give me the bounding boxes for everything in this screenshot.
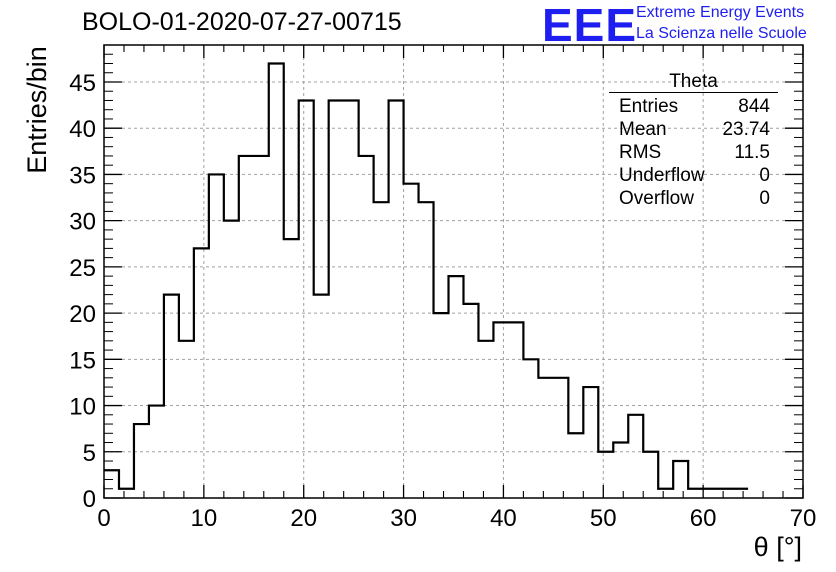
y-tick-label: 45 [69,70,96,97]
x-tick-label: 20 [290,505,317,532]
eee-logo-text: Extreme Energy Events La Scienza nelle S… [636,2,807,44]
tick-labels: 0 10 20 30 40 50 60 70 0 5 10 15 20 25 30 35 40 45 [69,70,816,532]
stats-value: 23.74 [722,119,770,140]
y-axis-label: Entries/bin [22,46,52,174]
axis-ticks [103,44,804,499]
histogram-series [104,62,749,490]
y-tick-label: 20 [69,301,96,328]
x-tick-label: 70 [790,505,817,532]
y-tick-label: 35 [69,162,96,189]
x-tick-label: 50 [590,505,617,532]
x-tick-label: 10 [191,505,218,532]
logo-line-1: Extreme Energy Events [636,4,805,21]
logo-line-2: La Scienza nelle Scuole [636,25,807,42]
x-axis-label: θ [°] [753,532,802,562]
stats-value: 0 [759,188,770,209]
stats-title: Theta [609,72,778,93]
x-tick-label: 40 [490,505,517,532]
stats-label: RMS [619,142,662,163]
y-tick-label: 25 [69,255,96,282]
stats-row-underflow: Underflow 0 [609,164,778,187]
stats-label: Underflow [619,165,705,186]
chart-title: BOLO-01-2020-07-27-00715 [82,8,402,36]
stats-row-overflow: Overflow 0 [609,187,778,210]
stats-row-entries: Entries 844 [609,95,778,118]
stats-value: 0 [759,165,770,186]
x-tick-label: 0 [97,505,110,532]
stats-label: Overflow [619,188,694,209]
stats-value: 11.5 [734,142,770,163]
stats-row-mean: Mean 23.74 [609,118,778,141]
y-tick-label: 40 [69,116,96,143]
stats-row-rms: RMS 11.5 [609,141,778,164]
stats-label: Entries [619,96,679,117]
y-tick-label: 15 [69,347,96,374]
x-tick-label: 30 [390,505,417,532]
y-tick-label: 0 [83,486,96,513]
y-tick-label: 10 [69,394,96,421]
eee-logo-mark: EEE [542,0,638,51]
stats-box: Theta Entries 844 Mean 23.74 RMS 11.5 Under… [609,72,778,210]
y-tick-label: 30 [69,209,96,236]
stats-label: Mean [619,119,667,140]
stats-value: 844 [738,96,770,117]
x-tick-label: 60 [690,505,717,532]
y-tick-label: 5 [83,440,96,467]
plot-frame [103,44,804,499]
